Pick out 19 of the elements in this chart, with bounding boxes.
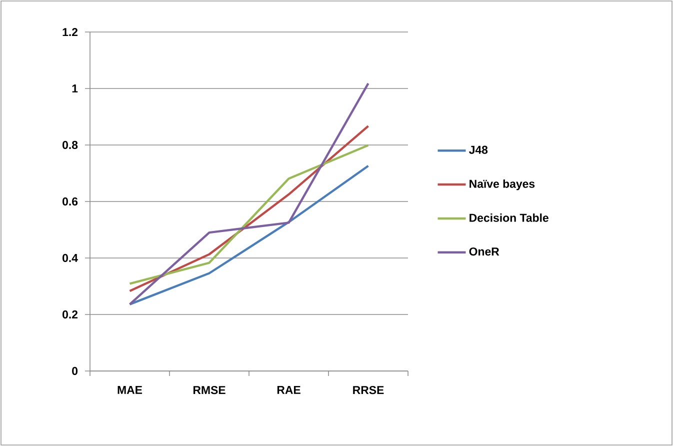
y-tick-label: 1.2 — [62, 28, 78, 36]
legend-label: OneR — [469, 247, 500, 256]
x-tick-label: RMSE — [193, 386, 226, 394]
legend-label: Decision Table — [470, 213, 548, 222]
y-tick-label: 0.8 — [62, 140, 78, 150]
x-tick-label: RAE — [277, 386, 300, 394]
y-tick-label: 0.6 — [62, 197, 78, 206]
line-series — [128, 82, 370, 306]
legend-label: Naïve bayes — [470, 179, 535, 190]
y-tick-label: 0 — [72, 366, 78, 376]
y-tick-label: 0.4 — [62, 254, 78, 262]
line-series — [128, 124, 370, 292]
y-tick-label: 1 — [72, 84, 78, 92]
x-tick-label: MAE — [118, 386, 142, 394]
y-tick-label: 0.2 — [62, 310, 78, 319]
line-series — [128, 144, 370, 285]
legend-label: J48 — [469, 146, 488, 154]
line-series — [128, 164, 370, 306]
x-tick-label: RRSE — [353, 386, 384, 394]
